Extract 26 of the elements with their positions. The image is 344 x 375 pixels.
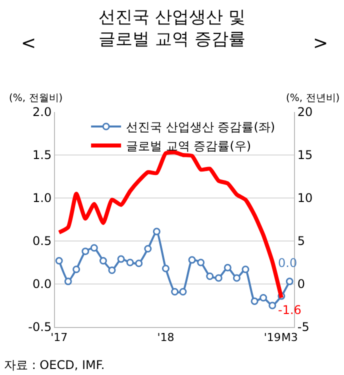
y2-tick-label: 0 — [297, 277, 306, 292]
text: < — [21, 33, 36, 54]
x-tick-label: '18 — [157, 331, 174, 344]
y-tick-label: 1.0 — [32, 191, 52, 206]
y2-axis-title: (%, 전년비) — [286, 93, 340, 104]
y2-tick-label: 5 — [297, 234, 306, 248]
annotation: -1.6 — [278, 303, 302, 317]
y-tick-label: 0.0 — [32, 277, 52, 292]
y-tick-label: 2.0 — [32, 105, 52, 120]
chart-title: 선진국 산업생산 및 글로벌 교역 증감률 — [98, 8, 246, 50]
y-tick-label: -0.5 — [28, 320, 52, 334]
x-tick-label: '19 — [264, 331, 281, 344]
y2-tick-label: 20 — [297, 105, 313, 120]
y-tick-label: 1.5 — [32, 148, 52, 162]
text: > — [313, 33, 328, 54]
y2-tick-label: -5 — [297, 320, 310, 334]
x-tick-label: '17 — [50, 331, 68, 344]
text: 자료 : OECD, IMF. — [4, 358, 105, 372]
legend-label: 선진국 산업생산 증감률(좌) — [126, 120, 276, 134]
x-tick-label: M3 — [281, 331, 298, 344]
legend-label: 글로벌 교역 증감률(우) — [126, 139, 252, 154]
y-axis-title: (%, 전월비) — [9, 93, 63, 104]
annotation: 0.0 — [278, 256, 298, 270]
y2-tick-label: 10 — [297, 191, 313, 206]
y2-tick-label: 15 — [297, 148, 313, 162]
y-tick-label: 0.5 — [32, 234, 52, 248]
